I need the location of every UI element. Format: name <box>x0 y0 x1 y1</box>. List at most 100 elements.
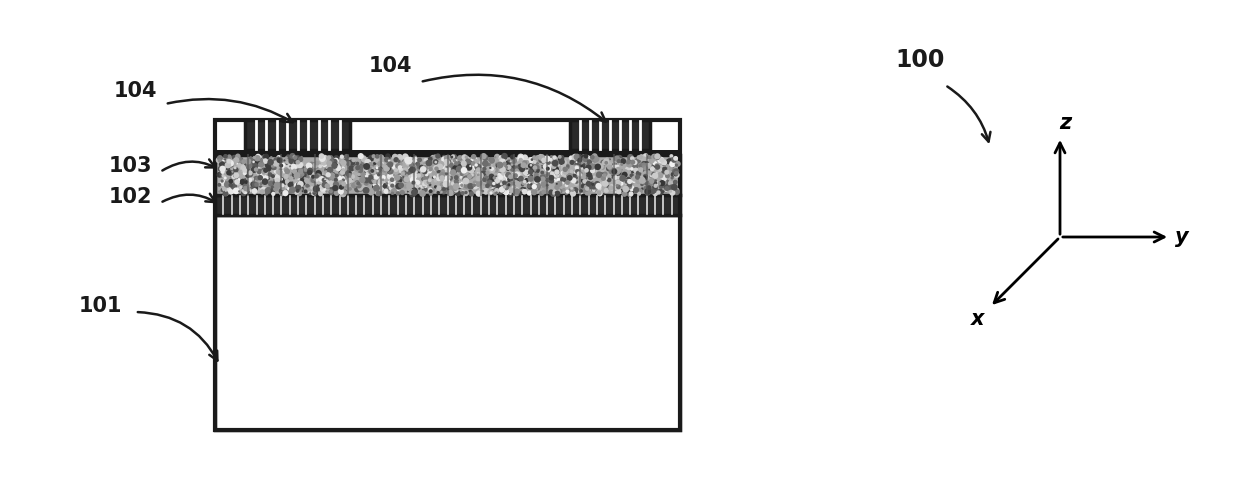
Point <box>548 190 568 198</box>
Point <box>572 187 591 195</box>
Point <box>475 154 495 162</box>
Point <box>399 157 419 165</box>
Point <box>476 187 496 195</box>
Point <box>604 162 624 170</box>
Point <box>528 155 548 163</box>
Point <box>537 171 557 179</box>
Point <box>347 185 367 193</box>
Point <box>319 171 339 179</box>
Point <box>466 182 486 190</box>
Point <box>596 180 616 187</box>
Point <box>263 165 283 172</box>
Point <box>451 181 471 189</box>
Point <box>511 154 531 162</box>
Point <box>377 165 397 172</box>
Point <box>273 181 293 189</box>
Point <box>531 180 551 188</box>
Point <box>224 159 244 167</box>
Point <box>630 187 650 195</box>
Point <box>439 167 459 174</box>
Point <box>265 178 285 186</box>
Point <box>635 163 655 171</box>
Point <box>229 187 249 195</box>
Point <box>218 160 238 168</box>
Point <box>454 175 474 183</box>
Point <box>446 159 466 167</box>
Point <box>417 170 436 178</box>
Point <box>310 181 330 189</box>
Point <box>255 157 275 165</box>
Point <box>556 168 575 176</box>
Point <box>647 152 667 160</box>
Point <box>547 157 567 165</box>
Point <box>533 187 553 194</box>
Point <box>382 176 402 184</box>
Point <box>625 186 645 193</box>
Point <box>583 158 603 166</box>
Point <box>642 177 662 185</box>
Point <box>512 165 532 173</box>
Point <box>634 166 653 174</box>
Point <box>353 154 373 162</box>
Point <box>666 170 686 178</box>
Point <box>620 159 640 167</box>
Point <box>652 179 672 187</box>
Point <box>217 176 237 184</box>
Point <box>444 165 464 173</box>
Point <box>469 175 489 183</box>
Point <box>531 152 551 160</box>
Point <box>387 180 407 187</box>
Point <box>241 169 260 177</box>
Point <box>637 159 657 167</box>
Point <box>461 156 481 164</box>
Point <box>574 182 594 189</box>
Point <box>532 162 552 170</box>
Point <box>515 184 534 192</box>
Point <box>321 157 341 165</box>
Point <box>316 187 336 195</box>
Point <box>435 165 455 173</box>
Point <box>636 155 656 163</box>
Point <box>645 186 665 193</box>
Point <box>575 181 595 189</box>
Point <box>606 166 626 174</box>
Point <box>238 182 258 190</box>
Point <box>615 168 635 176</box>
Point <box>298 182 317 189</box>
Point <box>425 153 445 161</box>
Point <box>283 159 303 167</box>
Point <box>578 154 598 162</box>
Point <box>401 157 420 165</box>
Point <box>498 171 518 179</box>
Point <box>391 172 410 180</box>
Point <box>608 183 627 191</box>
Point <box>511 153 531 161</box>
Point <box>594 174 614 182</box>
Point <box>343 156 363 164</box>
Point <box>289 181 309 188</box>
Point <box>228 179 248 187</box>
Point <box>316 169 336 176</box>
Point <box>393 170 413 178</box>
Point <box>290 171 310 179</box>
Point <box>521 175 541 183</box>
Point <box>305 161 325 169</box>
Point <box>542 154 562 162</box>
Point <box>335 188 355 196</box>
Point <box>308 173 327 181</box>
Point <box>642 175 662 183</box>
Point <box>660 184 680 192</box>
Point <box>433 169 453 176</box>
Point <box>379 171 399 179</box>
Point <box>471 153 491 161</box>
Point <box>224 172 244 180</box>
Point <box>558 179 578 187</box>
Point <box>391 155 410 163</box>
Point <box>618 189 637 197</box>
Point <box>527 181 547 188</box>
Point <box>227 178 247 186</box>
Point <box>342 166 362 173</box>
Point <box>317 182 337 190</box>
Point <box>286 167 306 174</box>
Point <box>502 186 522 194</box>
